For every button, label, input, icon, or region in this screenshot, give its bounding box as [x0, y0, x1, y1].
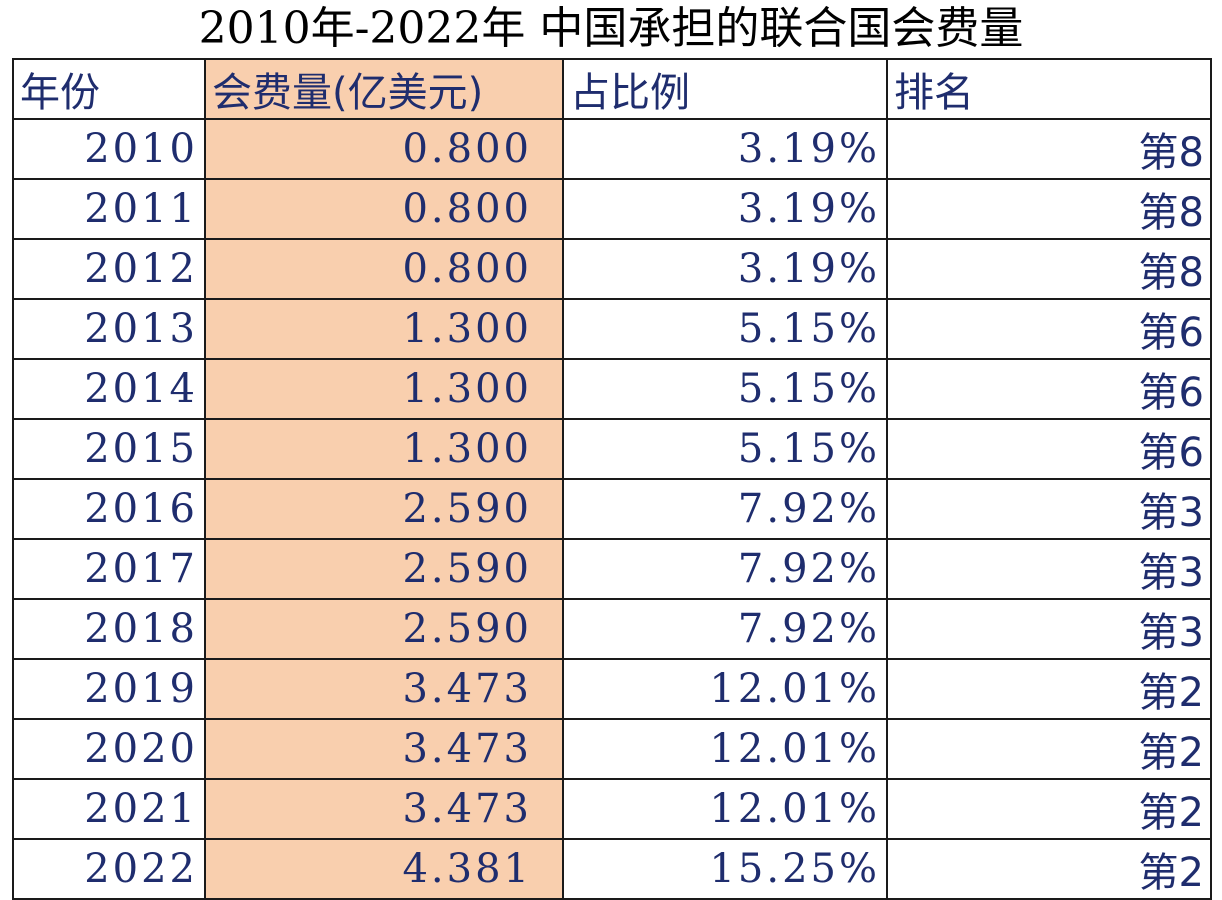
cell-share: 5.15% [562, 358, 888, 420]
cell-rank: 第3 [886, 478, 1212, 540]
cell-rank: 第2 [886, 838, 1212, 900]
cell-rank: 第6 [886, 358, 1212, 420]
cell-share: 7.92% [562, 478, 888, 540]
table-row: 2018 2.590 7.92% 第3 [12, 598, 1212, 660]
cell-share: 7.92% [562, 538, 888, 600]
cell-fee: 1.300 [204, 298, 564, 360]
header-row: 年份 会费量(亿美元) 占比例 排名 [12, 58, 1212, 120]
cell-share: 3.19% [562, 178, 888, 240]
cell-rank: 第8 [886, 118, 1212, 180]
header-share: 占比例 [562, 58, 888, 120]
cell-year: 2014 [12, 358, 206, 420]
cell-year: 2013 [12, 298, 206, 360]
cell-share: 3.19% [562, 238, 888, 300]
cell-share: 12.01% [562, 778, 888, 840]
table-row: 2016 2.590 7.92% 第3 [12, 478, 1212, 540]
cell-year: 2018 [12, 598, 206, 660]
cell-rank: 第3 [886, 538, 1212, 600]
cell-year: 2022 [12, 838, 206, 900]
cell-year: 2019 [12, 658, 206, 720]
cell-year: 2021 [12, 778, 206, 840]
cell-year: 2010 [12, 118, 206, 180]
table-row: 2012 0.800 3.19% 第8 [12, 238, 1212, 300]
header-rank: 排名 [886, 58, 1212, 120]
table-row: 2011 0.800 3.19% 第8 [12, 178, 1212, 240]
page-title: 2010年-2022年 中国承担的联合国会费量 [198, 3, 1024, 54]
cell-rank: 第6 [886, 298, 1212, 360]
cell-fee: 3.473 [204, 718, 564, 780]
table-row: 2020 3.473 12.01% 第2 [12, 718, 1212, 780]
cell-fee: 1.300 [204, 358, 564, 420]
cell-share: 7.92% [562, 598, 888, 660]
cell-fee: 2.590 [204, 598, 564, 660]
table-row: 2014 1.300 5.15% 第6 [12, 358, 1212, 420]
table-row: 2017 2.590 7.92% 第3 [12, 538, 1212, 600]
cell-share: 5.15% [562, 418, 888, 480]
cell-fee: 3.473 [204, 658, 564, 720]
cell-share: 15.25% [562, 838, 888, 900]
table-row: 2019 3.473 12.01% 第2 [12, 658, 1212, 720]
cell-fee: 0.800 [204, 238, 564, 300]
header-year: 年份 [12, 58, 206, 120]
cell-year: 2020 [12, 718, 206, 780]
cell-share: 12.01% [562, 718, 888, 780]
cell-fee: 3.473 [204, 778, 564, 840]
cell-rank: 第2 [886, 718, 1212, 780]
cell-rank: 第3 [886, 598, 1212, 660]
cell-year: 2017 [12, 538, 206, 600]
table-body: 2010 0.800 3.19% 第8 2011 0.800 3.19% 第8 2012 0.80… [12, 118, 1212, 900]
fee-table: 年份 会费量(亿美元) 占比例 排名 2010 0.800 3.19% 第8 2011 0… [12, 58, 1212, 900]
cell-fee: 0.800 [204, 118, 564, 180]
cell-fee: 0.800 [204, 178, 564, 240]
cell-share: 3.19% [562, 118, 888, 180]
cell-rank: 第2 [886, 778, 1212, 840]
table-row: 2021 3.473 12.01% 第2 [12, 778, 1212, 840]
header-fee: 会费量(亿美元) [204, 58, 564, 120]
cell-rank: 第8 [886, 178, 1212, 240]
cell-year: 2015 [12, 418, 206, 480]
table-row: 2022 4.381 15.25% 第2 [12, 838, 1212, 900]
cell-rank: 第6 [886, 418, 1212, 480]
cell-fee: 2.590 [204, 478, 564, 540]
cell-fee: 1.300 [204, 418, 564, 480]
cell-share: 5.15% [562, 298, 888, 360]
cell-fee: 2.590 [204, 538, 564, 600]
table-row: 2015 1.300 5.15% 第6 [12, 418, 1212, 480]
table-row: 2010 0.800 3.19% 第8 [12, 118, 1212, 180]
cell-year: 2011 [12, 178, 206, 240]
cell-year: 2012 [12, 238, 206, 300]
cell-rank: 第8 [886, 238, 1212, 300]
cell-year: 2016 [12, 478, 206, 540]
cell-fee: 4.381 [204, 838, 564, 900]
cell-share: 12.01% [562, 658, 888, 720]
cell-rank: 第2 [886, 658, 1212, 720]
table-row: 2013 1.300 5.15% 第6 [12, 298, 1212, 360]
table-header: 年份 会费量(亿美元) 占比例 排名 [12, 58, 1212, 120]
